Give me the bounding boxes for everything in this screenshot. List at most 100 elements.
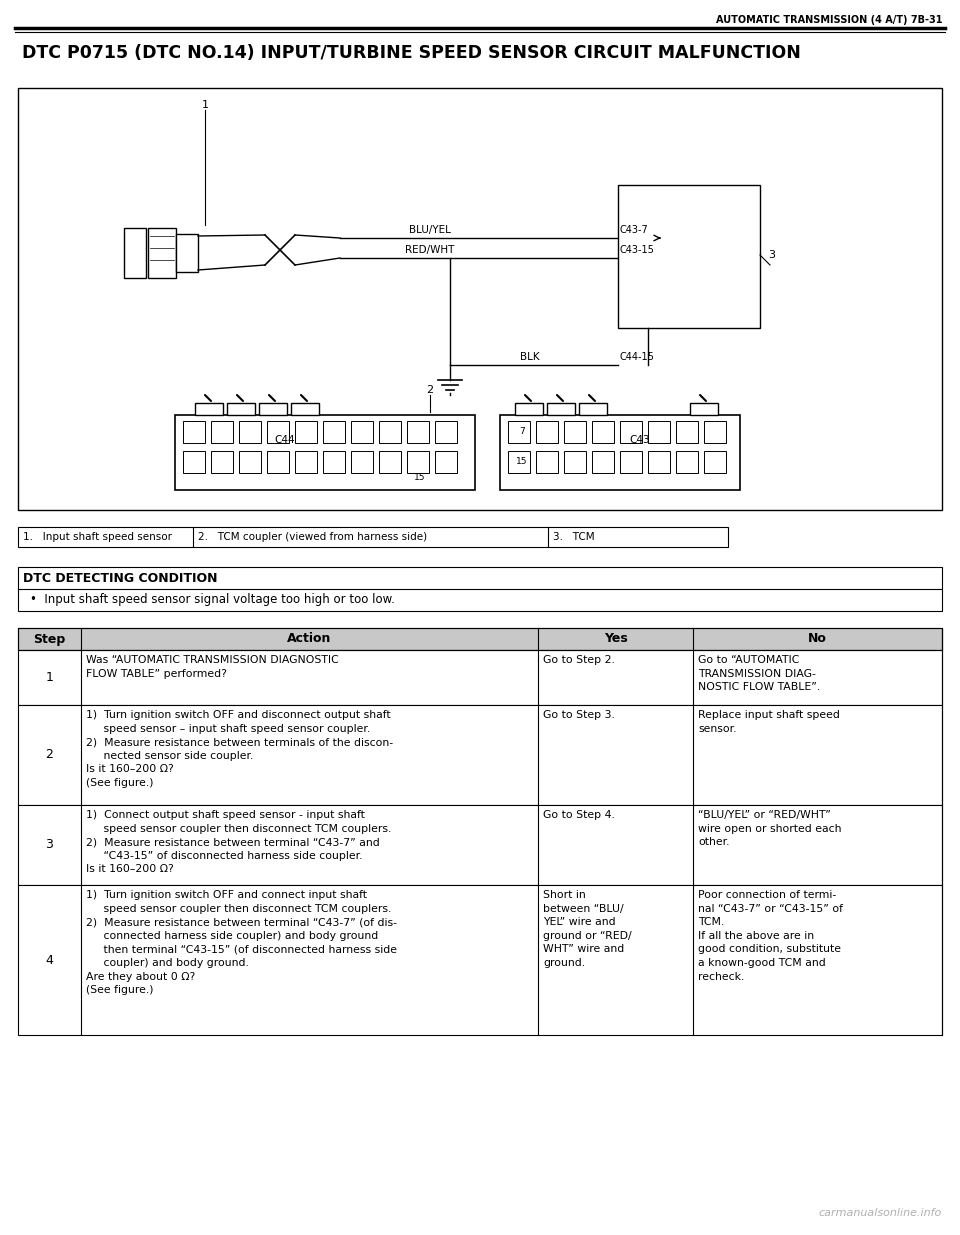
Bar: [18, 650, 942, 705]
Bar: [18, 88, 942, 510]
Bar: [676, 451, 698, 473]
Text: Action: Action: [287, 632, 332, 646]
Bar: [620, 421, 642, 443]
Bar: [536, 451, 558, 473]
Text: DTC DETECTING CONDITION: DTC DETECTING CONDITION: [23, 572, 218, 584]
Bar: [259, 403, 287, 415]
Text: 1)  Turn ignition switch OFF and disconnect output shaft
     speed sensor – inp: 1) Turn ignition switch OFF and disconne…: [85, 710, 393, 788]
Text: C43-7: C43-7: [620, 225, 649, 235]
Bar: [435, 421, 457, 443]
Text: 7: 7: [519, 427, 525, 436]
Bar: [564, 451, 586, 473]
Text: •  Input shaft speed sensor signal voltage too high or too low.: • Input shaft speed sensor signal voltag…: [30, 594, 395, 606]
Bar: [704, 421, 726, 443]
Bar: [124, 228, 146, 278]
Text: Step: Step: [34, 632, 65, 646]
Text: Go to “AUTOMATIC
TRANSMISSION DIAG-
NOSTIC FLOW TABLE”.: Go to “AUTOMATIC TRANSMISSION DIAG- NOST…: [699, 655, 821, 692]
Text: BLU/YEL: BLU/YEL: [409, 225, 451, 235]
Bar: [407, 421, 429, 443]
Bar: [407, 451, 429, 473]
Bar: [648, 451, 670, 473]
Bar: [508, 451, 530, 473]
Bar: [579, 403, 607, 415]
Bar: [295, 421, 317, 443]
Text: “BLU/YEL” or “RED/WHT”
wire open or shorted each
other.: “BLU/YEL” or “RED/WHT” wire open or shor…: [699, 810, 842, 847]
Text: 15: 15: [415, 473, 425, 482]
Bar: [18, 629, 942, 650]
Text: Go to Step 3.: Go to Step 3.: [543, 710, 615, 720]
Bar: [148, 228, 176, 278]
Text: Go to Step 2.: Go to Step 2.: [543, 655, 615, 664]
Bar: [536, 421, 558, 443]
Text: C43: C43: [630, 435, 650, 445]
Text: RED/WHT: RED/WHT: [405, 245, 455, 254]
Text: 3.   TCM: 3. TCM: [553, 532, 594, 542]
Text: No: No: [808, 632, 828, 646]
Bar: [18, 629, 942, 650]
Text: carmanualsonline.info: carmanualsonline.info: [819, 1208, 942, 1218]
Bar: [18, 567, 942, 611]
Text: Was “AUTOMATIC TRANSMISSION DIAGNOSTIC
FLOW TABLE” performed?: Was “AUTOMATIC TRANSMISSION DIAGNOSTIC F…: [85, 655, 339, 678]
Text: C44-15: C44-15: [620, 352, 655, 362]
Bar: [500, 415, 740, 490]
Bar: [351, 451, 373, 473]
Text: Yes: Yes: [604, 632, 628, 646]
Bar: [18, 527, 728, 547]
Text: Poor connection of termi-
nal “C43-7” or “C43-15” of
TCM.
If all the above are i: Poor connection of termi- nal “C43-7” or…: [699, 890, 844, 982]
Bar: [592, 451, 614, 473]
Bar: [227, 403, 255, 415]
Bar: [211, 421, 233, 443]
Bar: [648, 421, 670, 443]
Bar: [676, 421, 698, 443]
Bar: [18, 805, 942, 885]
Text: 3: 3: [45, 839, 54, 851]
Bar: [175, 415, 475, 490]
Bar: [351, 421, 373, 443]
Text: BLK: BLK: [520, 352, 540, 362]
Bar: [183, 451, 205, 473]
Bar: [267, 451, 289, 473]
Bar: [295, 451, 317, 473]
Bar: [18, 885, 942, 1035]
Bar: [379, 421, 401, 443]
Bar: [323, 451, 345, 473]
Text: 2.   TCM coupler (viewed from harness side): 2. TCM coupler (viewed from harness side…: [198, 532, 427, 542]
Bar: [592, 421, 614, 443]
Bar: [618, 185, 760, 329]
Text: Short in
between “BLU/
YEL” wire and
ground or “RED/
WHT” wire and
ground.: Short in between “BLU/ YEL” wire and gro…: [543, 890, 632, 968]
Bar: [291, 403, 319, 415]
Bar: [508, 421, 530, 443]
Bar: [704, 451, 726, 473]
Text: C44: C44: [275, 435, 296, 445]
Bar: [379, 451, 401, 473]
Bar: [239, 421, 261, 443]
Bar: [211, 451, 233, 473]
Text: AUTOMATIC TRANSMISSION (4 A/T) 7B-31: AUTOMATIC TRANSMISSION (4 A/T) 7B-31: [715, 15, 942, 25]
Bar: [195, 403, 223, 415]
Text: 1)  Connect output shaft speed sensor - input shaft
     speed sensor coupler th: 1) Connect output shaft speed sensor - i…: [85, 810, 392, 874]
Bar: [18, 705, 942, 805]
Text: Go to Step 4.: Go to Step 4.: [543, 810, 615, 820]
Text: 2: 2: [426, 385, 434, 395]
Bar: [267, 421, 289, 443]
Bar: [515, 403, 543, 415]
Bar: [176, 233, 198, 272]
Text: 15: 15: [516, 457, 528, 467]
Bar: [547, 403, 575, 415]
Text: 1: 1: [202, 100, 208, 110]
Bar: [435, 451, 457, 473]
Bar: [620, 451, 642, 473]
Bar: [323, 421, 345, 443]
Bar: [239, 451, 261, 473]
Bar: [564, 421, 586, 443]
Text: 3: 3: [768, 249, 775, 261]
Bar: [183, 421, 205, 443]
Text: Replace input shaft speed
sensor.: Replace input shaft speed sensor.: [699, 710, 840, 734]
Text: 2: 2: [45, 748, 54, 762]
Text: 4: 4: [45, 953, 54, 967]
Bar: [690, 403, 718, 415]
Text: 1)  Turn ignition switch OFF and connect input shaft
     speed sensor coupler t: 1) Turn ignition switch OFF and connect …: [85, 890, 396, 995]
Text: C43-15: C43-15: [620, 245, 655, 254]
Text: 1.   Input shaft speed sensor: 1. Input shaft speed sensor: [23, 532, 172, 542]
Text: DTC P0715 (DTC NO.14) INPUT/TURBINE SPEED SENSOR CIRCUIT MALFUNCTION: DTC P0715 (DTC NO.14) INPUT/TURBINE SPEE…: [22, 44, 801, 62]
